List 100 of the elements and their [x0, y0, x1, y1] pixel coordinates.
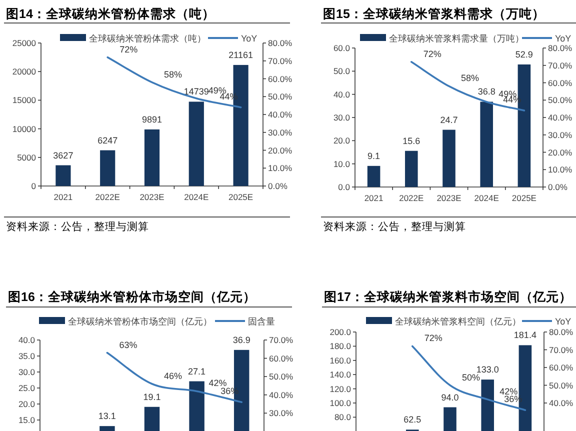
- bar: [442, 130, 456, 187]
- data-label: 181.4: [514, 330, 536, 340]
- data-label: 19.1: [143, 392, 161, 402]
- y2-tick-label: 10.0%: [268, 163, 293, 174]
- data-label: 58%: [164, 69, 182, 80]
- data-label: 6247: [98, 135, 118, 146]
- y-tick-label: 160.0: [330, 355, 352, 366]
- y2-tick-label: 40.0%: [268, 110, 293, 120]
- bar: [367, 166, 380, 187]
- y-tick-label: 50.0: [333, 66, 350, 76]
- y-tick-label: 40.0: [333, 89, 350, 100]
- x-tick-label: 2025E: [512, 193, 537, 203]
- y2-tick-label: 80.0%: [548, 43, 573, 53]
- y-tick-label: 35.0: [18, 351, 36, 361]
- y2-tick-label: 10.0%: [548, 164, 573, 175]
- y-tick-label: 20000: [12, 66, 36, 77]
- x-tick-label: 2022E: [399, 193, 424, 203]
- y2-tick-label: 50.0%: [548, 95, 573, 106]
- y2-tick-label: 60.0%: [269, 353, 294, 364]
- y-tick-label: 25.0: [18, 383, 36, 393]
- bar: [144, 129, 160, 186]
- data-label: 9.1: [368, 150, 380, 161]
- data-label: 21161: [228, 50, 253, 60]
- y2-tick-label: 40.0%: [269, 390, 294, 400]
- y2-tick-label: 30.0%: [548, 130, 573, 140]
- data-label: 36.8: [478, 86, 496, 97]
- chart-title: 图16：全球碳纳米管粉体市场空间（亿元）: [8, 289, 256, 304]
- y-tick-label: 10.0: [333, 158, 350, 169]
- y-tick-label: 15000: [12, 95, 36, 106]
- chart-title: 图15：全球碳纳米管浆料需求（万吨）: [323, 6, 545, 21]
- legend-label: YoY: [555, 34, 572, 44]
- x-tick-label: 2023E: [436, 193, 462, 203]
- y2-tick-label: 60.0%: [549, 362, 574, 372]
- x-tick-label: 2024E: [474, 193, 500, 203]
- legend-label: YoY: [555, 316, 572, 326]
- y-tick-label: 100.0: [330, 398, 352, 408]
- data-label: 3627: [53, 150, 74, 160]
- y-tick-label: 10000: [12, 124, 36, 134]
- y2-tick-label: 70.0%: [549, 344, 574, 355]
- data-label: 9891: [142, 114, 162, 124]
- y2-tick-label: 0.0%: [268, 181, 288, 191]
- x-tick-label: 2024E: [184, 192, 210, 202]
- y-tick-label: 30.0: [333, 112, 350, 122]
- bar: [188, 102, 204, 186]
- y2-tick-label: 70.0%: [268, 56, 293, 66]
- data-label: 72%: [424, 333, 442, 344]
- data-label: 94.0: [441, 392, 459, 402]
- y-tick-label: 5000: [17, 152, 36, 162]
- bar: [100, 150, 116, 186]
- y2-tick-label: 50.0%: [268, 92, 293, 102]
- text: 资料来源：公告，整理与测算: [323, 220, 466, 233]
- data-label: 49%: [208, 85, 226, 96]
- data-label: 46%: [164, 370, 182, 381]
- y2-tick-label: 20.0%: [548, 147, 573, 158]
- data-label: 50%: [462, 372, 480, 382]
- data-label: 24.7: [440, 114, 458, 125]
- data-label: 27.1: [188, 366, 206, 376]
- y-tick-label: 20.0: [333, 136, 350, 146]
- y-tick-label: 120.0: [330, 384, 352, 394]
- y-tick-label: 30.0: [18, 367, 36, 377]
- y-tick-label: 20.0: [18, 399, 36, 409]
- x-tick-label: 2025E: [228, 192, 254, 202]
- data-label: 15.6: [402, 136, 420, 146]
- data-label: 13.1: [98, 411, 116, 422]
- y-tick-label: 180.0: [330, 341, 352, 352]
- data-label: 42%: [500, 386, 518, 396]
- y2-tick-label: 30.0%: [269, 408, 294, 418]
- x-tick-label: 2022E: [95, 192, 120, 202]
- x-tick-label: 2021: [54, 192, 73, 202]
- legend-label: 全球碳纳米管粉体市场空间（亿元）: [68, 316, 212, 326]
- data-label: 42%: [208, 378, 227, 388]
- y2-tick-label: 80.0%: [268, 38, 293, 48]
- y2-tick-label: 50.0%: [269, 372, 294, 382]
- data-label: 14739: [184, 86, 209, 97]
- y-tick-label: 140.0: [330, 370, 352, 380]
- y2-tick-label: 40.0%: [549, 398, 574, 408]
- data-label: 133.0: [476, 364, 499, 375]
- data-label: 52.9: [515, 49, 533, 60]
- y-tick-label: 200.0: [330, 327, 352, 337]
- chart-title: 图17：全球碳纳米管浆料市场空间（亿元）: [324, 289, 572, 304]
- y2-tick-label: 80.0%: [549, 327, 574, 337]
- chart-title: 图14：全球碳纳米管粉体需求（吨）: [6, 6, 215, 21]
- y2-tick-label: 20.0%: [268, 145, 293, 156]
- y2-tick-label: 60.0%: [268, 74, 293, 84]
- legend-label: 全球碳纳米管粉体需求（吨）: [89, 34, 206, 44]
- line-series: [410, 61, 526, 112]
- data-label: 62.5: [404, 414, 422, 425]
- data-label: 63%: [119, 340, 138, 350]
- x-tick-label: 2021: [364, 193, 384, 203]
- y-tick-label: 0.0: [338, 182, 350, 192]
- y2-tick-label: 70.0%: [548, 60, 573, 70]
- y-tick-label: 60.0: [333, 43, 350, 53]
- y-tick-label: 25000: [12, 38, 36, 48]
- legend-label: 固含量: [248, 316, 275, 326]
- line-series: [412, 345, 526, 411]
- data-label: 72%: [423, 48, 442, 59]
- y2-tick-label: 0.0%: [548, 182, 568, 192]
- line-series: [106, 352, 242, 404]
- data-label: 58%: [461, 73, 480, 84]
- bar: [405, 150, 418, 187]
